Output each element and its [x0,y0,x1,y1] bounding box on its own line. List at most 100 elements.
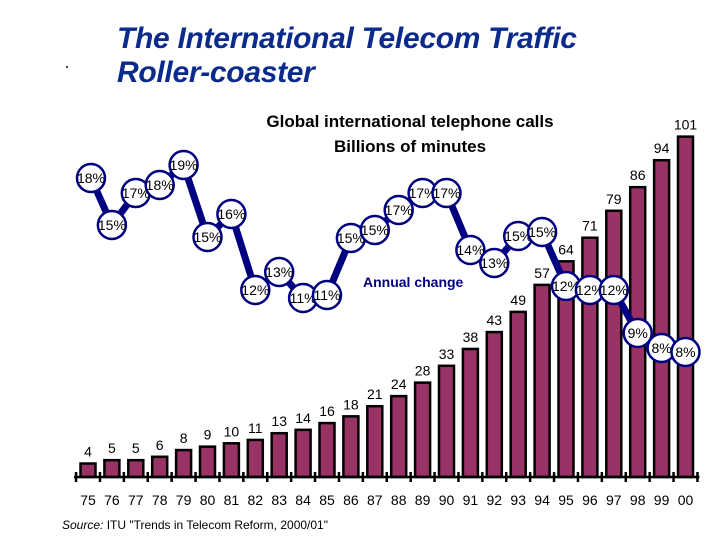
annual-change-label: 12% [576,282,604,298]
x-tick-label: 92 [487,492,503,508]
bar [342,415,360,479]
annual-change-label: 18% [77,170,105,186]
x-tick-label: 88 [391,492,407,508]
bar [270,431,288,479]
annual-change-label: 12% [600,282,628,298]
bar-value-label: 11 [248,420,263,436]
bar-value-label: 71 [582,218,598,234]
annual-change-label: 8% [651,340,671,356]
annual-change-line: 18%15%17%18%19%15%16%12%13%11%11%15%15%1… [75,149,701,368]
bar [676,135,695,479]
bar-value-label: 18 [343,396,359,412]
annual-change-label: 18% [146,177,174,193]
bar [485,330,504,479]
bar-value-label: 13 [271,413,287,429]
bar-value-label: 33 [439,346,455,362]
annual-change-label: 13% [480,255,508,271]
subtitle-line-1: Global international telephone calls [266,112,554,131]
x-tick-label: 79 [176,492,192,508]
x-tick-label: 91 [463,492,479,508]
bar-value-label: 94 [654,140,670,156]
x-tick-label: 97 [606,492,622,508]
annual-change-marker [192,221,223,253]
annual-change-marker [240,274,271,306]
annual-change-label: 14% [456,242,484,258]
bar [79,462,97,479]
bar [222,442,241,479]
annual-change-marker [216,198,247,230]
annual-change-label: 17% [432,185,460,201]
x-tick-label: 75 [80,492,96,508]
bar-value-label: 64 [558,241,574,257]
x-tick-label: 90 [439,492,455,508]
x-tick-label: 86 [343,492,359,508]
annual-change-marker [144,169,175,201]
annual-change-marker [263,256,295,288]
bar [246,438,265,479]
title-line-2: Roller-coaster [117,56,315,89]
bar [174,448,193,479]
bar [150,455,169,479]
annual-change-label: 17% [409,185,437,201]
bar-value-label: 79 [606,191,622,207]
annual-change-marker [311,279,343,311]
x-tick-label: 77 [128,492,144,508]
bar-value-label: 16 [319,403,335,419]
x-tick-label: 81 [224,492,240,508]
page-title: The International Telecom Traffic Roller… [117,22,577,90]
chart-subtitle: Global international telephone calls Bil… [200,109,620,159]
bar [437,364,456,479]
bar-value-label: 43 [487,312,503,328]
annual-change-marker [479,247,510,279]
bar-value-label: 38 [463,329,479,345]
bar [198,445,217,479]
annual-change-annotation: Annual change [363,274,464,290]
annual-change-marker [168,149,199,181]
annual-change-marker [383,194,414,226]
annual-change-marker [431,177,462,209]
x-tick-label: 82 [248,492,264,508]
annual-change-marker [598,274,630,306]
bar-value-label: 101 [674,117,698,133]
annual-change-label: 12% [552,278,580,294]
bar [533,283,551,479]
annual-change-label: 8% [675,344,695,360]
annual-change-marker [622,317,653,349]
annual-change-marker [359,214,391,246]
x-tick-label: 83 [271,492,287,508]
x-tick-label: 00 [678,492,694,508]
bar-value-label: 6 [156,437,164,453]
bar-value-label: 14 [295,410,311,426]
bar-value-label: 28 [415,363,431,379]
annual-change-marker [455,234,486,266]
x-tick-label: 93 [510,492,526,508]
bar [318,421,336,479]
x-tick-label: 89 [415,492,431,508]
annual-change-label: 15% [98,217,126,233]
x-tick-label: 78 [152,492,168,508]
bar-value-label: 21 [367,386,383,402]
annual-change-label: 13% [265,264,293,280]
annual-change-label: 11% [290,290,317,306]
bar [413,381,432,479]
bar-value-label: 4 [84,444,92,460]
annual-change-label: 16% [217,206,245,222]
bar-value-label: 5 [132,440,140,456]
x-tick-label: 98 [630,492,646,508]
annual-change-label: 15% [504,228,532,244]
annual-change-marker [75,162,107,194]
source-label: Source: [62,518,104,532]
x-tick-label: 95 [558,492,574,508]
bar [366,404,384,479]
decorative-dot [66,66,68,68]
annual-change-marker [96,209,128,241]
bar [127,458,145,479]
annual-change-label: 12% [241,282,269,298]
bar-value-label: 9 [204,427,212,443]
bar-value-label: 5 [108,440,116,456]
x-tick-label: 94 [534,492,550,508]
bar [605,209,623,479]
bar [461,347,480,479]
bar-value-label: 86 [630,167,646,183]
